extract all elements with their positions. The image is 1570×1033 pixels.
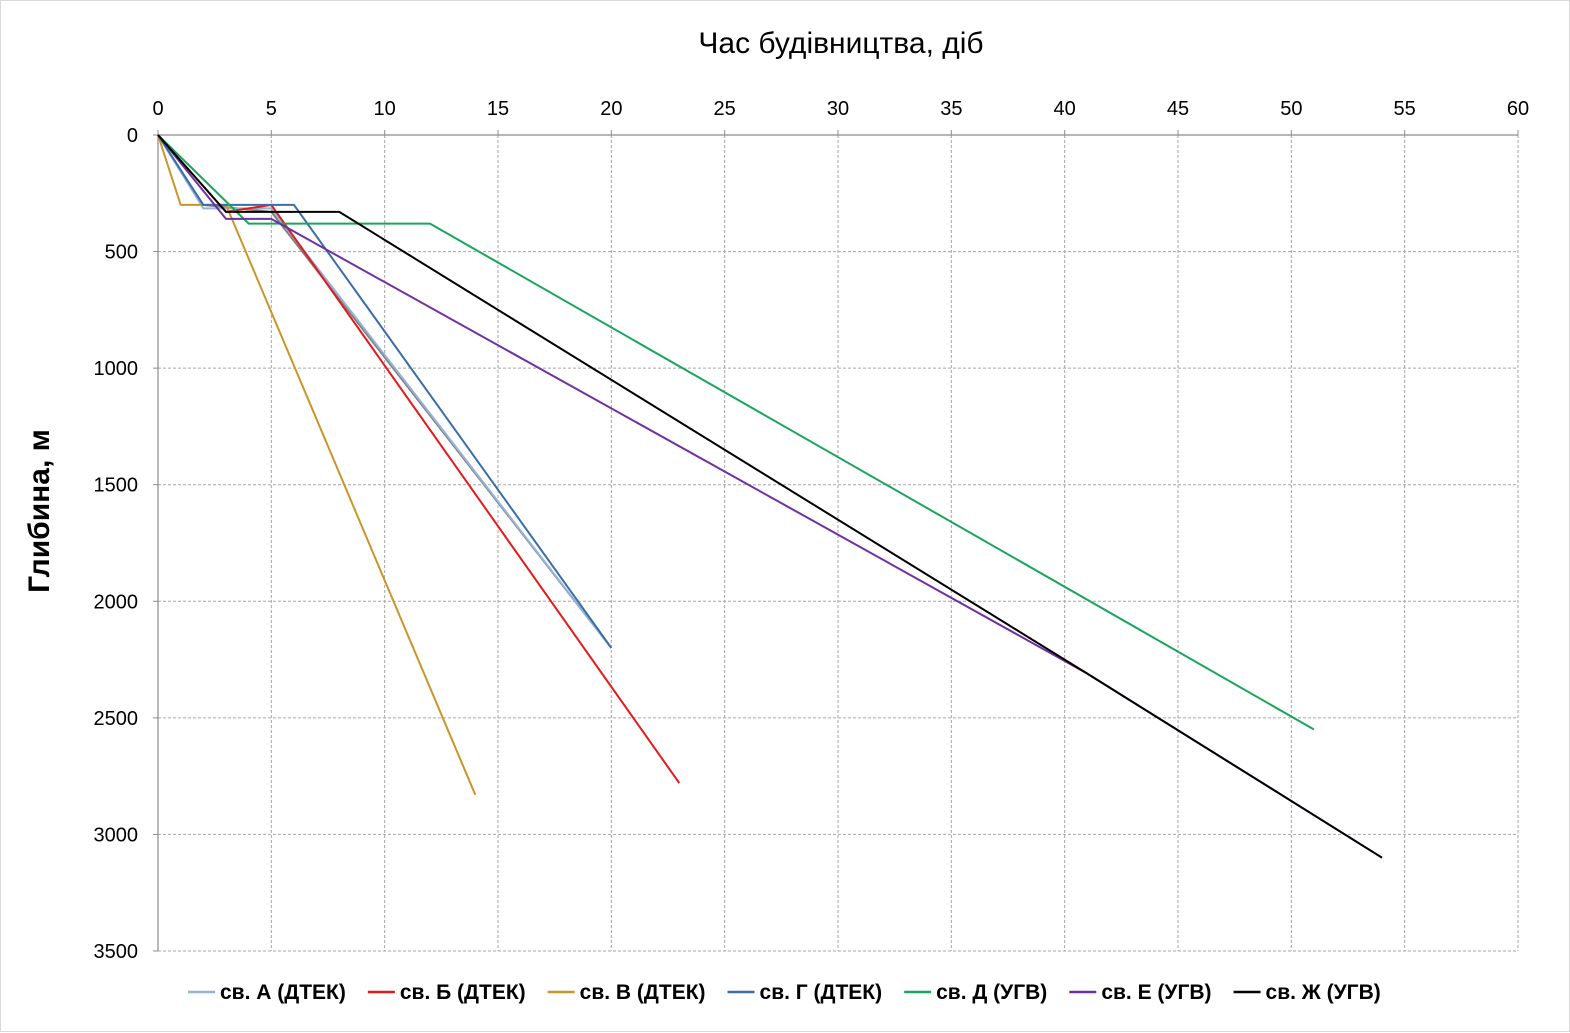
legend-label: св. В (ДТЕК) [580, 981, 706, 1004]
x-tick-label: 60 [1507, 98, 1529, 120]
x-axis-title: Час будівництва, діб [698, 27, 983, 60]
x-tick-label: 10 [374, 98, 396, 120]
y-axis-title: Глибина, м [23, 429, 56, 593]
y-tick-label: 3500 [94, 941, 139, 963]
series-line-2 [157, 134, 681, 784]
y-tick-label: 2500 [94, 708, 139, 730]
y-tick-label: 0 [127, 125, 138, 147]
series-line-6 [157, 134, 1383, 859]
legend-label: св. Д (УГВ) [936, 981, 1047, 1004]
axes [153, 130, 1519, 952]
legend-label: св. А (ДТЕК) [220, 981, 346, 1004]
x-tick-label: 30 [827, 98, 849, 120]
grid [158, 135, 1519, 952]
series-line-3 [157, 134, 477, 796]
x-tick-label: 0 [152, 98, 163, 120]
x-tick-label: 15 [487, 98, 509, 120]
x-tick-label: 35 [940, 98, 962, 120]
x-tick-label: 45 [1167, 98, 1189, 120]
legend-label: св. Ж (УГВ) [1266, 981, 1381, 1004]
y-tick-label: 500 [105, 242, 138, 264]
legend-label: св. Б (ДТЕК) [400, 981, 526, 1004]
legend-label: св. Е (УГВ) [1101, 981, 1211, 1004]
x-tick-label: 5 [266, 98, 277, 120]
y-tick-label: 3000 [94, 824, 139, 846]
x-tick-label: 50 [1280, 98, 1302, 120]
x-tick-label: 25 [714, 98, 736, 120]
y-tick-labels: 0 500 1000 1500 2000 2500 3000 3500 [94, 125, 139, 963]
y-tick-label: 1500 [94, 475, 139, 497]
legend-label: св. Г (ДТЕК) [760, 981, 883, 1004]
series-line-7 [157, 134, 1383, 859]
x-tick-labels: 0 5 10 15 20 25 30 35 40 45 50 55 60 [152, 98, 1529, 120]
y-tick-label: 1000 [94, 358, 139, 380]
legend: св. А (ДТЕК) св. Б (ДТЕК) св. В (ДТЕК) св. … [188, 981, 1381, 1004]
x-tick-label: 55 [1394, 98, 1416, 120]
y-tick-label: 2000 [94, 591, 139, 613]
x-tick-label: 20 [600, 98, 622, 120]
series-lines [157, 134, 1383, 859]
series-line-5 [157, 134, 1315, 731]
series-line-4 [157, 134, 613, 649]
x-tick-label: 40 [1054, 98, 1076, 120]
